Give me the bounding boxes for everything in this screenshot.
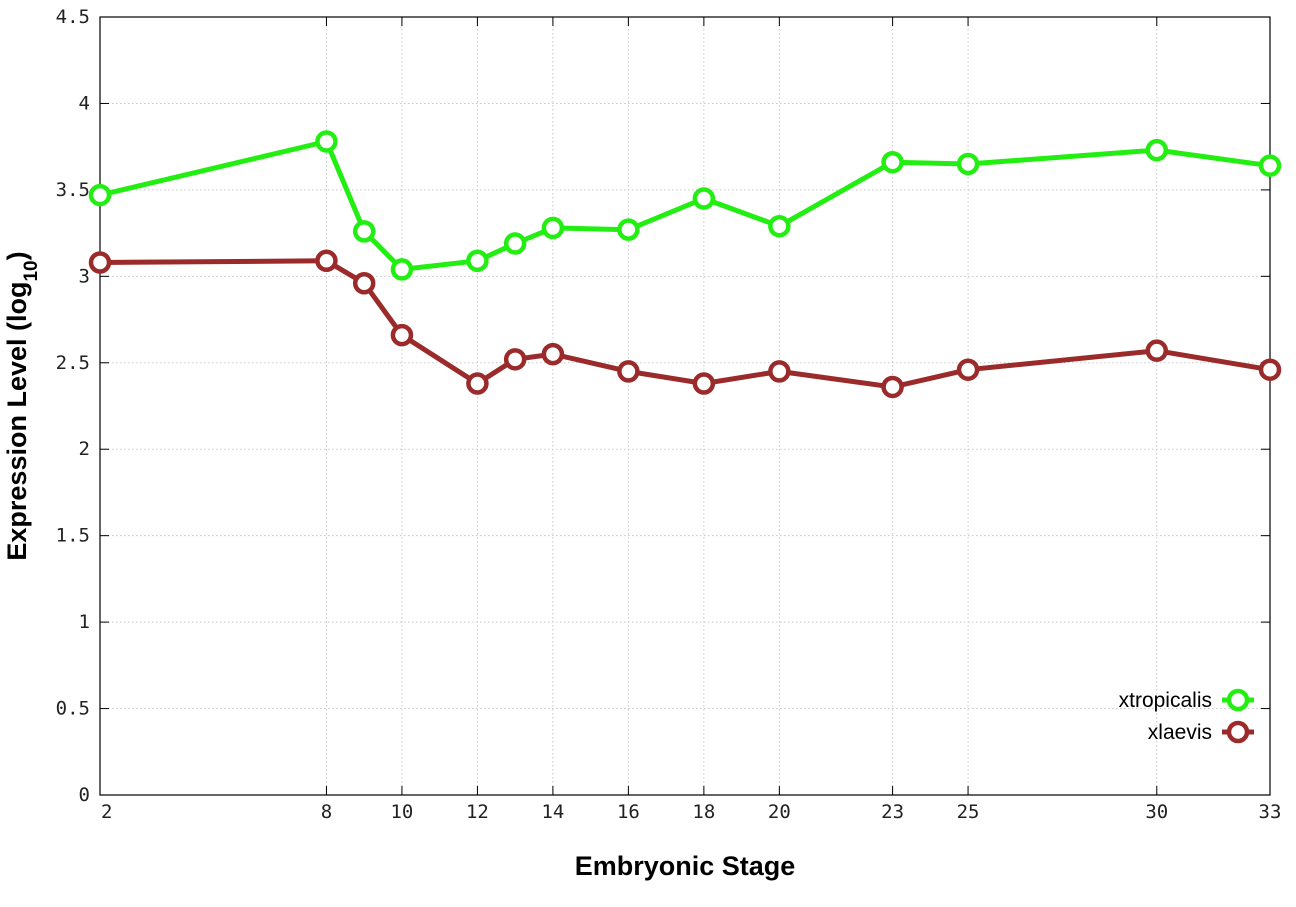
y-axis-title-subscript: 10 bbox=[21, 260, 42, 281]
x-tick-label: 20 bbox=[768, 801, 791, 823]
x-tick-label: 25 bbox=[957, 801, 980, 823]
data-point-xtropicalis bbox=[692, 187, 716, 210]
data-point-xtropicalis bbox=[466, 249, 489, 273]
data-point-xlaevis bbox=[352, 271, 376, 295]
y-tick-label: 1 bbox=[79, 611, 90, 633]
x-tick-label: 12 bbox=[466, 801, 489, 823]
data-point-xlaevis bbox=[315, 249, 338, 273]
x-axis-title: Embryonic Stage bbox=[575, 851, 796, 881]
legend-item-xtropicalis: xtropicalis bbox=[1119, 688, 1254, 712]
series-xlaevis bbox=[88, 249, 1282, 399]
data-point-xlaevis bbox=[768, 360, 791, 383]
x-tick-label: 10 bbox=[390, 801, 413, 823]
data-point-xlaevis bbox=[88, 251, 112, 274]
data-point-xlaevis bbox=[1258, 358, 1282, 381]
data-point-xtropicalis bbox=[390, 258, 414, 281]
data-point-xtropicalis bbox=[503, 232, 527, 255]
y-tick-label: 1.5 bbox=[56, 525, 90, 547]
data-point-xlaevis bbox=[617, 360, 640, 383]
data-point-xtropicalis bbox=[768, 214, 791, 238]
y-tick-label: 2.5 bbox=[56, 352, 90, 374]
data-point-xtropicalis bbox=[617, 218, 640, 241]
data-point-xtropicalis bbox=[315, 130, 338, 153]
x-tick-label: 14 bbox=[541, 801, 564, 823]
data-point-xlaevis bbox=[503, 348, 527, 371]
data-point-xlaevis bbox=[956, 358, 980, 381]
data-point-xtropicalis bbox=[88, 183, 112, 207]
data-point-xlaevis bbox=[692, 372, 716, 395]
y-tick-label: 0 bbox=[79, 784, 90, 806]
x-tick-label: 33 bbox=[1259, 801, 1282, 823]
axis-ticks: 0 0.5 1 1.5 2 2.5 3 3.5 4 4.5 2 8 10 12 14 16 18 20 23 25 30… bbox=[56, 6, 1282, 823]
data-point-xtropicalis bbox=[1258, 154, 1282, 177]
x-tick-label: 23 bbox=[881, 801, 904, 823]
data-point-xlaevis bbox=[1145, 339, 1169, 362]
legend-label: xlaevis bbox=[1148, 721, 1212, 744]
x-tick-label: 8 bbox=[321, 801, 332, 823]
y-axis-title: Expression Level (log10) bbox=[2, 251, 42, 560]
legend-label: xtropicalis bbox=[1119, 689, 1212, 712]
x-tick-label: 18 bbox=[692, 801, 715, 823]
data-point-xtropicalis bbox=[956, 152, 980, 176]
plot-frame bbox=[99, 16, 1271, 796]
legend-item-xlaevis: xlaevis bbox=[1148, 720, 1254, 744]
x-tick-label: 2 bbox=[101, 801, 112, 823]
data-point-xtropicalis bbox=[541, 216, 565, 240]
legend-marker bbox=[1226, 688, 1250, 712]
x-tick-label: 30 bbox=[1145, 801, 1168, 823]
y-axis-title-end: ) bbox=[2, 251, 32, 260]
y-tick-label: 3.5 bbox=[56, 179, 90, 201]
legend-marker bbox=[1226, 720, 1250, 744]
y-tick-label: 2 bbox=[79, 438, 90, 460]
data-point-xtropicalis bbox=[881, 150, 904, 174]
y-axis-title-main: Expression Level (log bbox=[2, 282, 32, 561]
y-tick-label: 4 bbox=[79, 92, 90, 114]
y-tick-label: 3 bbox=[79, 265, 90, 287]
series-line-xlaevis bbox=[99, 258, 1271, 390]
grid-lines bbox=[100, 17, 1270, 795]
y-tick-label: 4.5 bbox=[56, 6, 90, 28]
data-point-xlaevis bbox=[390, 323, 414, 347]
x-tick-label: 16 bbox=[617, 801, 640, 823]
y-tick-label: 0.5 bbox=[56, 698, 90, 720]
data-point-xtropicalis bbox=[352, 220, 376, 243]
series-xtropicalis bbox=[88, 130, 1282, 281]
data-point-xtropicalis bbox=[1145, 138, 1169, 162]
legend: xtropicalis xlaevis bbox=[1119, 688, 1254, 744]
data-point-xlaevis bbox=[541, 342, 565, 366]
data-point-xlaevis bbox=[466, 372, 489, 395]
series-line-xtropicalis bbox=[99, 139, 1271, 272]
data-point-xlaevis bbox=[881, 375, 904, 399]
series-lines bbox=[88, 130, 1282, 399]
